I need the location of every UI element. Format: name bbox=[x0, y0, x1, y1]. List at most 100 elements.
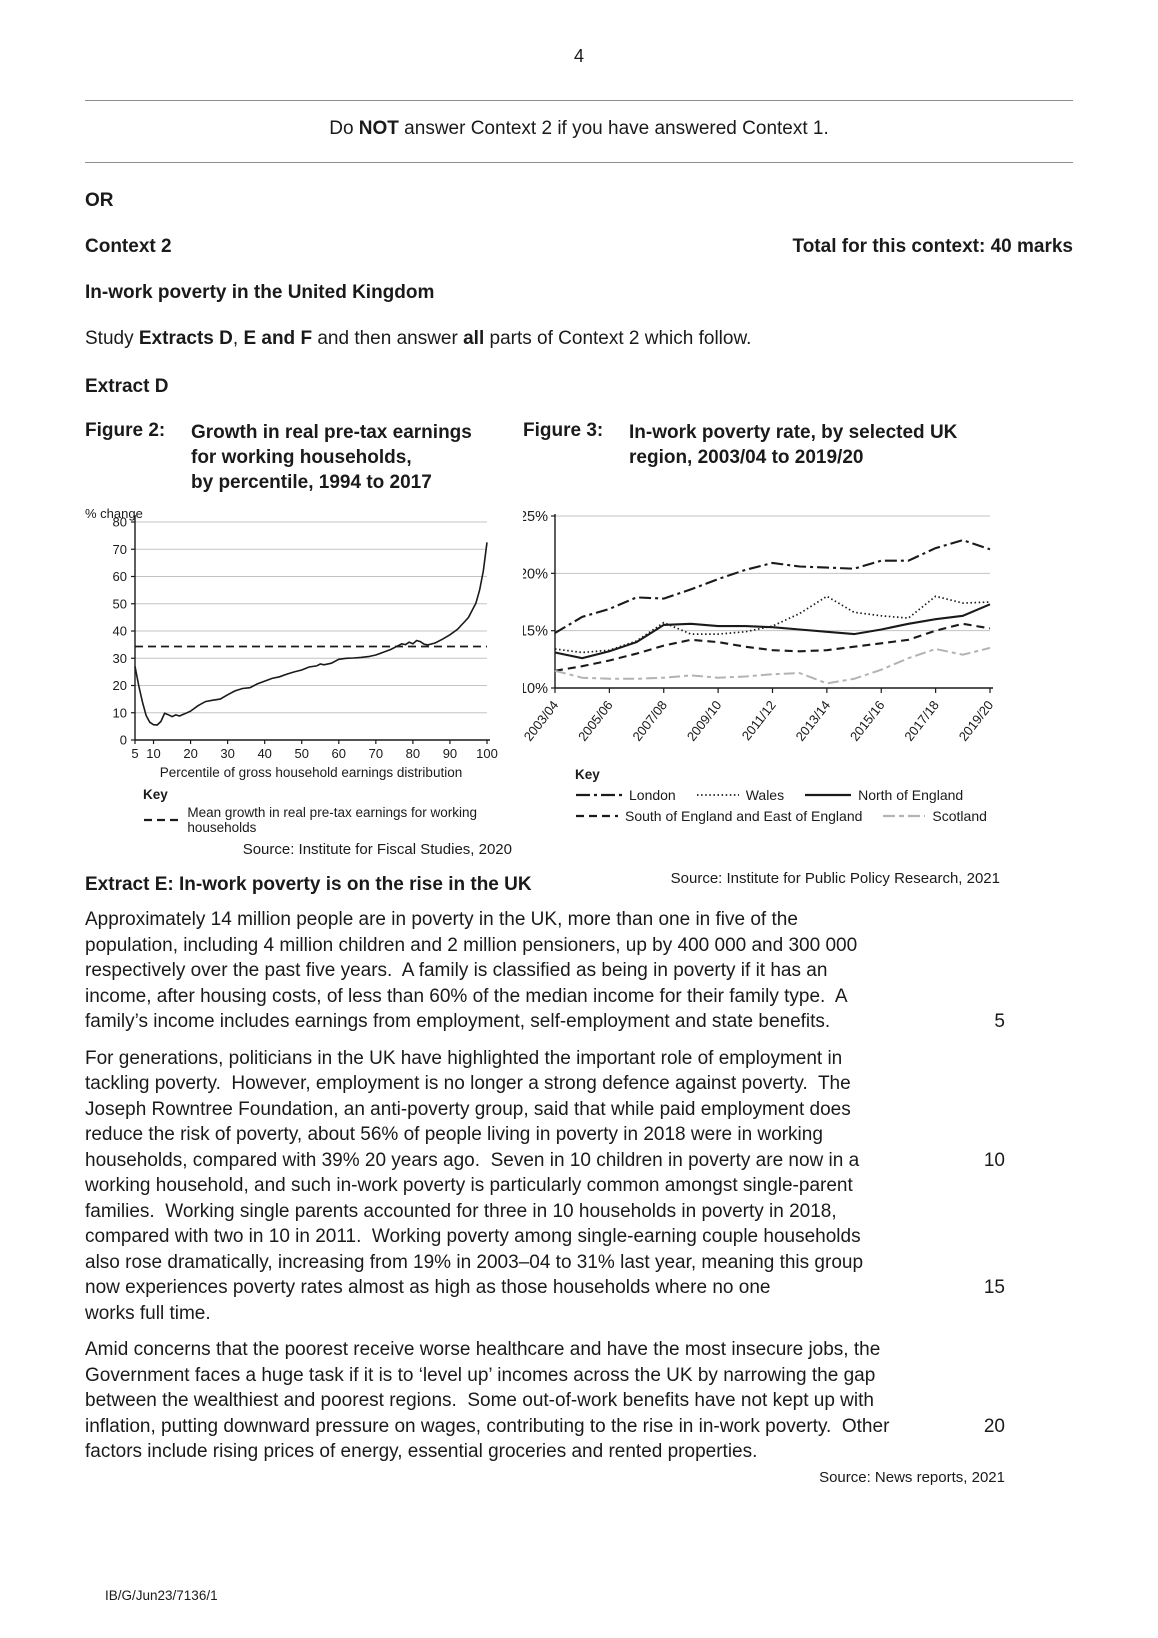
banner-text: answer Context 2 if you have answered Co… bbox=[398, 118, 829, 139]
x-tick-label: 2013/14 bbox=[792, 698, 833, 744]
text-line: now experiences poverty rates almost as … bbox=[85, 1275, 1005, 1301]
instruction-banner: Do NOT answer Context 2 if you have answ… bbox=[85, 118, 1073, 140]
figure3-chart: 10% 15% 20% 25% 2003/04 2005/06 2007/08 2009/10… bbox=[519, 508, 1073, 763]
y-tick-label: 50 bbox=[113, 596, 127, 611]
legend-item-scotland: Scotland bbox=[882, 808, 987, 824]
x-tick-label: 80 bbox=[406, 746, 420, 761]
study-seg-bold: E and F bbox=[243, 328, 313, 349]
line-number: 5 bbox=[994, 1011, 1005, 1032]
text-line: works full time. bbox=[85, 1302, 211, 1324]
legend-item-south-east-england: South of England and East of England bbox=[575, 808, 862, 824]
figure2-block: Figure 2: Growth in real pre-tax earning… bbox=[85, 420, 517, 858]
y-tick-label: 10% bbox=[523, 681, 548, 697]
page-number: 4 bbox=[573, 46, 584, 66]
series-line-north-of-england bbox=[554, 603, 991, 660]
x-tick-label: 2005/06 bbox=[575, 698, 616, 744]
gray-dash-line-sample-icon bbox=[883, 814, 926, 818]
figure3-title-line: In-work poverty rate, by selected UK bbox=[629, 422, 958, 443]
figure3-title-line: region, 2003/04 to 2019/20 bbox=[629, 447, 864, 468]
figure2-key-item-label: Mean growth in real pre-tax earnings for… bbox=[187, 805, 478, 835]
x-tick-label: 50 bbox=[295, 746, 309, 761]
legend-label: Wales bbox=[745, 787, 785, 803]
context-title: Context 2 bbox=[85, 236, 172, 257]
figure3-title: In-work poverty rate, by selected UK reg… bbox=[629, 420, 957, 508]
text-line: compared with two in 10 in 2011. Working… bbox=[85, 1226, 861, 1247]
x-tick-label: 100 bbox=[476, 746, 498, 761]
x-tick-label: 60 bbox=[332, 746, 346, 761]
figure2-chart: % change 0 10 20 30 40 50 60 70 80 5 10 20 30 40 50 60 70… bbox=[85, 506, 517, 785]
text-line: between the wealthiest and poorest regio… bbox=[85, 1390, 874, 1411]
text-line: Joseph Rowntree Foundation, an anti-pove… bbox=[85, 1098, 851, 1120]
paragraph: For generations, politicians in the UK h… bbox=[85, 1046, 1005, 1327]
text-line: households, compared with 39% 20 years a… bbox=[85, 1148, 1005, 1174]
paragraph: Amid concerns that the poorest receive w… bbox=[85, 1337, 1005, 1465]
figure3-legend-row-1: London Wales North of England bbox=[575, 787, 1073, 803]
dashed-line-sample-icon bbox=[144, 818, 180, 822]
legend-item-london: London bbox=[575, 787, 676, 803]
legend-label: London bbox=[629, 787, 676, 803]
or-label: OR bbox=[85, 190, 114, 211]
study-instruction: Study Extracts D, E and F and then answe… bbox=[85, 328, 751, 350]
text-line: income, after housing costs, of less tha… bbox=[85, 985, 848, 1007]
figure2-title: Growth in real pre-tax earnings for work… bbox=[191, 420, 472, 508]
earnings-growth-line bbox=[134, 542, 488, 726]
figure3-chart-svg: 10% 15% 20% 25% 2003/04 2005/06 2007/08 2009/10… bbox=[519, 509, 997, 744]
figure2-key: Key Mean growth in real pre-tax earnings… bbox=[143, 787, 517, 835]
study-seg: parts of Context 2 which follow. bbox=[484, 328, 752, 349]
figure2-key-item: Mean growth in real pre-tax earnings for… bbox=[143, 805, 517, 835]
extract-e-body: Approximately 14 million people are in p… bbox=[85, 907, 1005, 1465]
topic-title: In-work poverty in the United Kingdom bbox=[85, 282, 435, 303]
series-line-london bbox=[554, 538, 991, 634]
x-tick-label: 10 bbox=[146, 746, 160, 761]
x-tick-label: 2011/12 bbox=[739, 698, 779, 744]
text-line: tackling poverty. However, employment is… bbox=[85, 1073, 851, 1094]
banner-bold-text: NOT bbox=[358, 118, 399, 139]
text-line: respectively over the past five years. A… bbox=[85, 960, 828, 981]
legend-item-wales: Wales bbox=[696, 787, 784, 803]
text-line: reduce the risk of poverty, about 56% of… bbox=[85, 1124, 823, 1145]
study-seg-bold: Extracts D bbox=[138, 328, 233, 349]
x-tick-label: 2007/08 bbox=[629, 698, 670, 744]
figure3-source: Source: Institute for Public Policy Rese… bbox=[670, 870, 1000, 887]
figure3-block: Figure 3: In-work poverty rate, by selec… bbox=[519, 420, 1073, 887]
study-seg: Study bbox=[85, 328, 139, 349]
y-tick-label: 40 bbox=[113, 624, 127, 639]
line-number: 20 bbox=[983, 1415, 1005, 1437]
y-tick-label: 20 bbox=[113, 678, 127, 693]
text-line: working household, and such in-work pove… bbox=[85, 1175, 853, 1196]
figures-row: Figure 2: Growth in real pre-tax earning… bbox=[85, 420, 1073, 887]
text-line: population, including 4 million children… bbox=[85, 934, 858, 956]
x-tick-label: 2019/20 bbox=[956, 698, 997, 744]
x-tick-label: 30 bbox=[220, 746, 234, 761]
context-header: Context 2 Total for this context: 40 mar… bbox=[85, 236, 1073, 258]
figure2-title-line: by percentile, 1994 to 2017 bbox=[191, 472, 432, 493]
x-tick-label: 5 bbox=[131, 746, 138, 761]
divider-rule-bottom bbox=[85, 162, 1073, 163]
text-line: For generations, politicians in the UK h… bbox=[85, 1047, 843, 1069]
y-tick-label: 15% bbox=[523, 624, 548, 640]
y-tick-label: 80 bbox=[113, 515, 127, 530]
text-line: inflation, putting downward pressure on … bbox=[85, 1414, 1005, 1440]
legend-item-north-of-england: North of England bbox=[804, 787, 963, 803]
figure3-key-label: Key bbox=[575, 767, 600, 782]
paragraph: Approximately 14 million people are in p… bbox=[85, 907, 1005, 1035]
legend-label: North of England bbox=[858, 787, 964, 803]
figure2-title-row: Figure 2: Growth in real pre-tax earning… bbox=[85, 420, 517, 508]
figure3-label: Figure 3: bbox=[523, 420, 604, 441]
figure2-title-line: Growth in real pre-tax earnings bbox=[191, 422, 472, 443]
y-tick-label: 70 bbox=[113, 542, 127, 557]
figure2-title-line: for working households, bbox=[191, 447, 412, 468]
text-line: also rose dramatically, increasing from … bbox=[85, 1251, 864, 1273]
fig2-x-axis-label: Percentile of gross household earnings d… bbox=[160, 765, 462, 780]
series-line-south-of-england-and-east-of-england bbox=[554, 622, 991, 672]
x-tick-label: 2009/10 bbox=[684, 698, 725, 744]
line-number: 10 bbox=[983, 1149, 1005, 1171]
extract-e-heading: Extract E: In-work poverty is on the ris… bbox=[85, 874, 532, 895]
text-line: families. Working single parents account… bbox=[85, 1200, 837, 1222]
dashed-line-sample-icon bbox=[576, 814, 618, 818]
x-tick-label: 2015/16 bbox=[847, 698, 888, 744]
figure2-key-label: Key bbox=[143, 787, 168, 802]
line-number: 15 bbox=[983, 1277, 1005, 1298]
y-tick-label: 20% bbox=[523, 566, 548, 582]
